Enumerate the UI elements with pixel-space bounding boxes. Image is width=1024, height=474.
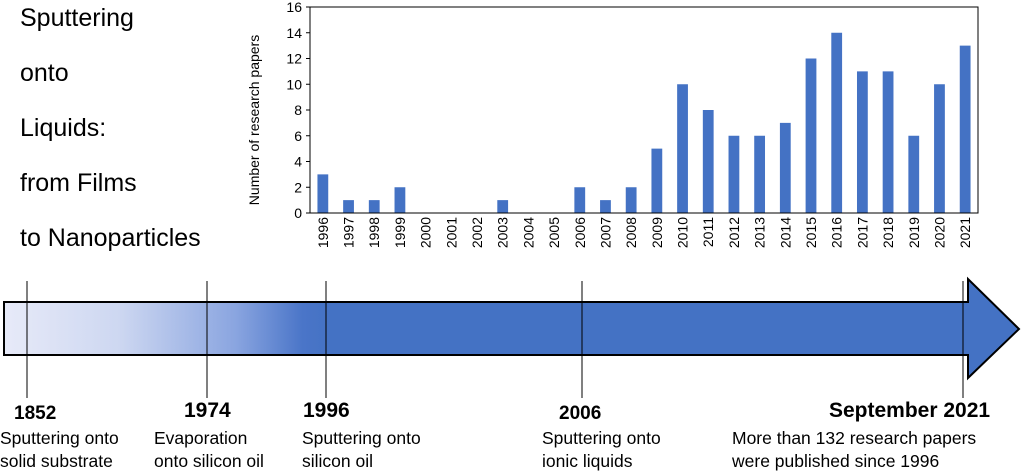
bar-2014 — [779, 122, 791, 213]
x-tick-label-2016: 2016 — [829, 217, 845, 248]
title-line-5: to Nanoparticles — [20, 224, 201, 252]
bar-2009 — [651, 148, 663, 213]
y-tick-label-2: 2 — [294, 179, 302, 195]
x-tick-label-1998: 1998 — [366, 217, 382, 248]
x-tick-label-2012: 2012 — [726, 217, 742, 248]
x-tick-label-2015: 2015 — [803, 217, 819, 248]
research-papers-bar-chart: Number of research papers 0246810121416 … — [246, 0, 979, 248]
y-ticks-group: 0 2 4 6 8 10 12 14 16 — [286, 0, 310, 221]
milestone-2021-line2: were published since 1996 — [732, 451, 940, 471]
x-tick-label-2002: 2002 — [469, 217, 485, 248]
bar-2012 — [728, 135, 740, 213]
bar-2006 — [574, 187, 586, 213]
bar-2019 — [908, 135, 920, 213]
bar-2007 — [600, 200, 611, 213]
milestone-2021-year: September 2021 — [829, 399, 991, 422]
milestone-1974-line1: Evaporation — [154, 428, 248, 448]
milestone-1996-line1: Sputtering onto — [302, 428, 421, 448]
x-tick-label-1996: 1996 — [315, 217, 331, 248]
x-tick-label-2021: 2021 — [957, 217, 973, 248]
bar-1998 — [368, 200, 380, 213]
title-line-2: onto — [20, 59, 69, 87]
bar-2016 — [831, 32, 843, 213]
x-tick-label-2003: 2003 — [495, 217, 511, 248]
bar-1996 — [317, 174, 329, 213]
x-tick-label-2000: 2000 — [418, 217, 434, 248]
timeline-arrow — [3, 276, 1021, 381]
x-tick-label-2009: 2009 — [649, 217, 665, 248]
x-tick-label-2001: 2001 — [443, 217, 459, 248]
bar-2008 — [625, 187, 637, 213]
x-tick-label-2006: 2006 — [572, 217, 588, 248]
title-line-1: Sputtering — [20, 4, 134, 32]
title-line-3: Liquids: — [20, 114, 107, 142]
milestone-2006-line2: ionic liquids — [542, 451, 633, 471]
x-tick-label-2010: 2010 — [675, 217, 691, 248]
milestone-1996-line2: silicon oil — [302, 451, 373, 471]
bar-2011 — [702, 110, 714, 213]
x-tick-label-2008: 2008 — [623, 217, 639, 248]
bar-2017 — [856, 71, 868, 213]
x-tick-label-2013: 2013 — [752, 217, 768, 248]
bar-2013 — [754, 135, 766, 213]
bar-1999 — [394, 187, 406, 213]
y-tick-label-10: 10 — [286, 76, 302, 92]
y-axis-label: Number of research papers — [246, 35, 262, 205]
bar-2010 — [677, 84, 688, 213]
y-tick-label-4: 4 — [294, 154, 302, 170]
bars-group — [317, 32, 971, 213]
milestone-2006-year: 2006 — [559, 403, 602, 424]
milestone-1852-line1: Sputtering onto — [0, 428, 119, 448]
milestone-1996-year: 1996 — [303, 399, 350, 422]
milestone-1974-year: 1974 — [184, 399, 231, 422]
milestone-2006-line1: Sputtering onto — [542, 428, 661, 448]
y-tick-label-0: 0 — [294, 205, 302, 221]
y-tick-label-6: 6 — [294, 128, 302, 144]
x-tick-label-2017: 2017 — [854, 217, 870, 248]
y-tick-label-12: 12 — [286, 51, 302, 67]
y-tick-label-16: 16 — [286, 0, 302, 15]
y-tick-label-8: 8 — [294, 102, 302, 118]
x-tick-label-2004: 2004 — [520, 217, 536, 248]
x-tick-label-1999: 1999 — [392, 217, 408, 248]
bar-2003 — [497, 200, 509, 213]
bar-2021 — [959, 45, 971, 213]
x-tick-label-1997: 1997 — [341, 217, 357, 248]
milestone-1974-line2: onto silicon oil — [154, 451, 264, 471]
x-ticks-group: 1996 1997 1998 1999 2000 2001 2002 2003 2004 2005… — [315, 217, 973, 248]
bar-2018 — [882, 71, 894, 213]
x-tick-label-2005: 2005 — [546, 217, 562, 248]
milestone-2021-line1: More than 132 research papers — [732, 428, 977, 448]
milestone-1852-line2: solid substrate — [0, 451, 113, 471]
x-tick-label-2020: 2020 — [931, 217, 947, 248]
x-tick-label-2011: 2011 — [700, 217, 716, 247]
bar-2020 — [934, 84, 945, 213]
milestone-1852-year: 1852 — [14, 403, 57, 424]
bar-2015 — [805, 58, 817, 213]
x-tick-label-2007: 2007 — [597, 217, 613, 248]
x-tick-label-2019: 2019 — [906, 217, 922, 248]
y-tick-label-14: 14 — [286, 25, 302, 41]
x-tick-label-2018: 2018 — [880, 217, 896, 248]
title-line-4: from Films — [20, 169, 137, 197]
bar-1997 — [343, 200, 354, 213]
plot-frame — [309, 6, 979, 214]
x-tick-label-2014: 2014 — [777, 217, 793, 248]
